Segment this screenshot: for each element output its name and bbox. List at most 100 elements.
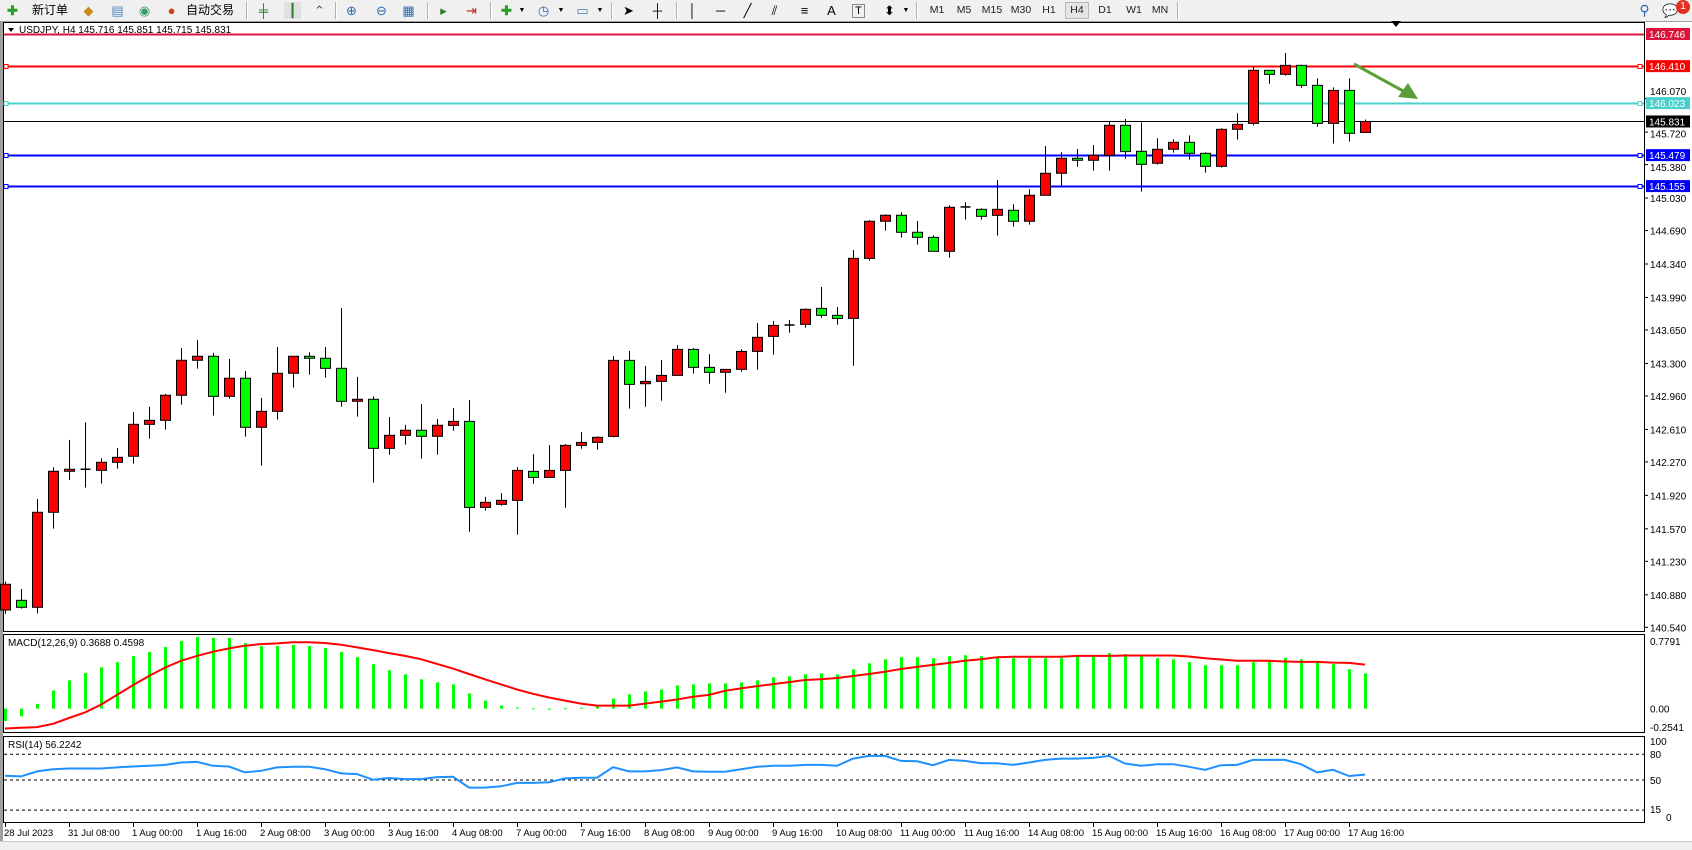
time-label: 7 Aug 16:00	[580, 828, 631, 839]
timeframe-h4[interactable]: H4	[1065, 2, 1089, 19]
arrows-icon[interactable]: ⬍	[884, 3, 895, 18]
time-label: 15 Aug 16:00	[1156, 828, 1212, 839]
macd-histogram-bar	[1348, 669, 1351, 709]
line-chart-icon[interactable]: ⌃	[314, 3, 325, 18]
macd-histogram-bar	[4, 708, 7, 722]
timeframe-m15[interactable]: M15	[981, 4, 1003, 16]
macd-histogram-bar	[1332, 664, 1335, 709]
macd-histogram-bar	[388, 670, 391, 709]
timeframe-mn[interactable]: MN	[1151, 4, 1169, 16]
line-anchor-handle[interactable]	[1637, 153, 1643, 158]
macd-histogram-bar	[644, 691, 647, 709]
auto-scroll-icon[interactable]: ▸	[440, 3, 447, 18]
time-label: 17 Aug 00:00	[1284, 828, 1340, 839]
price-tick-label: 140.880	[1650, 591, 1687, 602]
candlestick-icon[interactable]: ┃	[284, 2, 301, 19]
trend-arrow[interactable]	[1353, 62, 1406, 94]
candle-up	[656, 374, 667, 382]
candle-up	[48, 470, 59, 513]
price-tick-label: 143.300	[1650, 359, 1687, 370]
timeframe-d1[interactable]: D1	[1098, 4, 1112, 16]
chevron-down-icon[interactable]: ▼	[902, 7, 910, 14]
chart-shift-marker-icon[interactable]	[1391, 21, 1401, 27]
macd-histogram-bar	[708, 683, 711, 709]
auto-trading-button[interactable]: 自动交易	[186, 3, 235, 17]
line-anchor-handle[interactable]	[3, 64, 9, 69]
candle-up	[864, 220, 875, 259]
notification-badge[interactable]: 1	[1676, 0, 1690, 14]
fibonacci-icon[interactable]: ≡	[800, 3, 809, 18]
candle-up	[768, 324, 779, 337]
candle-down	[1296, 64, 1307, 86]
zoom-in-icon[interactable]: ⊕	[346, 3, 357, 18]
macd-histogram-bar	[1028, 658, 1031, 709]
crosshair-icon[interactable]: ┼	[652, 3, 663, 18]
line-price-label-box	[1646, 97, 1690, 110]
macd-signal-line	[4, 641, 1366, 730]
macd-axis-label: 0.7791	[1650, 637, 1681, 648]
price-tick-label: 141.570	[1650, 525, 1687, 536]
cursor-icon[interactable]: ➤	[623, 3, 634, 18]
chevron-down-icon[interactable]: ▼	[596, 7, 604, 14]
indicators-icon[interactable]: ✚	[501, 3, 512, 18]
timeframe-w1[interactable]: W1	[1126, 4, 1142, 16]
market-watch-icon[interactable]: ◆	[83, 3, 94, 18]
candle-up	[1232, 123, 1243, 130]
new-order-button[interactable]: 新订单	[32, 3, 69, 17]
separator	[611, 2, 613, 19]
macd-histogram-bar	[1092, 656, 1095, 709]
macd-histogram-bar	[916, 657, 919, 709]
line-anchor-handle[interactable]	[1637, 101, 1643, 106]
chart-menu-triangle-icon[interactable]	[8, 28, 14, 32]
macd-histogram-bar	[1012, 658, 1015, 709]
bar-chart-icon[interactable]: ╪	[258, 3, 269, 18]
navigator-icon[interactable]: ▤	[111, 3, 124, 18]
price-tick-label: 146.070	[1650, 87, 1687, 98]
timeframe-m1[interactable]: M1	[929, 4, 945, 16]
separator	[916, 2, 918, 19]
macd-histogram-bar	[660, 689, 663, 709]
timeframe-h1[interactable]: H1	[1042, 4, 1056, 16]
signals-icon[interactable]: ◉	[138, 3, 151, 18]
line-anchor-handle[interactable]	[3, 184, 9, 189]
candle-down	[816, 307, 827, 316]
equidistant-channel-icon[interactable]: ⫽	[771, 3, 778, 18]
line-anchor-handle[interactable]	[1637, 64, 1643, 69]
candle-down	[976, 208, 987, 217]
candle-up	[96, 461, 107, 471]
macd-histogram-bar	[980, 656, 983, 709]
candle-up	[544, 469, 555, 478]
line-anchor-handle[interactable]	[3, 101, 9, 106]
auto-trading-icon[interactable]: ●	[167, 3, 176, 18]
time-label: 1 Aug 00:00	[132, 828, 183, 839]
chevron-down-icon[interactable]: ▼	[557, 7, 565, 14]
time-label: 1 Aug 16:00	[196, 828, 247, 839]
macd-histogram-bar	[756, 680, 759, 709]
macd-histogram-bar	[1172, 659, 1175, 709]
line-anchor-handle[interactable]	[1637, 184, 1643, 189]
text-label-icon[interactable]: T	[852, 4, 865, 18]
macd-histogram-bar	[100, 667, 103, 709]
price-tick-label: 144.340	[1650, 260, 1687, 271]
chart-shift-icon[interactable]: ⇥	[466, 3, 477, 18]
templates-icon[interactable]: ▭	[576, 3, 589, 18]
search-icon[interactable]: ⚲	[1639, 2, 1650, 18]
trendline-icon[interactable]: ╱	[743, 3, 752, 18]
macd-histogram-bar	[276, 646, 279, 709]
horizontal-line-icon[interactable]: ─	[715, 3, 726, 18]
periods-icon[interactable]: ◷	[537, 3, 550, 18]
timeframe-m30[interactable]: M30	[1010, 4, 1032, 16]
candle-up	[144, 419, 155, 425]
line-anchor-handle[interactable]	[3, 153, 9, 158]
tile-windows-icon[interactable]: ▦	[402, 3, 415, 18]
text-icon[interactable]: A	[827, 3, 836, 18]
new-order-icon[interactable]: ✚	[7, 3, 18, 18]
zoom-out-icon[interactable]: ⊖	[376, 3, 387, 18]
candle-down	[416, 429, 427, 437]
chevron-down-icon[interactable]: ▼	[518, 7, 526, 14]
notification-icon[interactable]: 💬	[1662, 3, 1679, 18]
candle-up	[1280, 64, 1291, 75]
vertical-line-icon[interactable]: │	[688, 3, 697, 18]
timeframe-m5[interactable]: M5	[956, 4, 972, 16]
